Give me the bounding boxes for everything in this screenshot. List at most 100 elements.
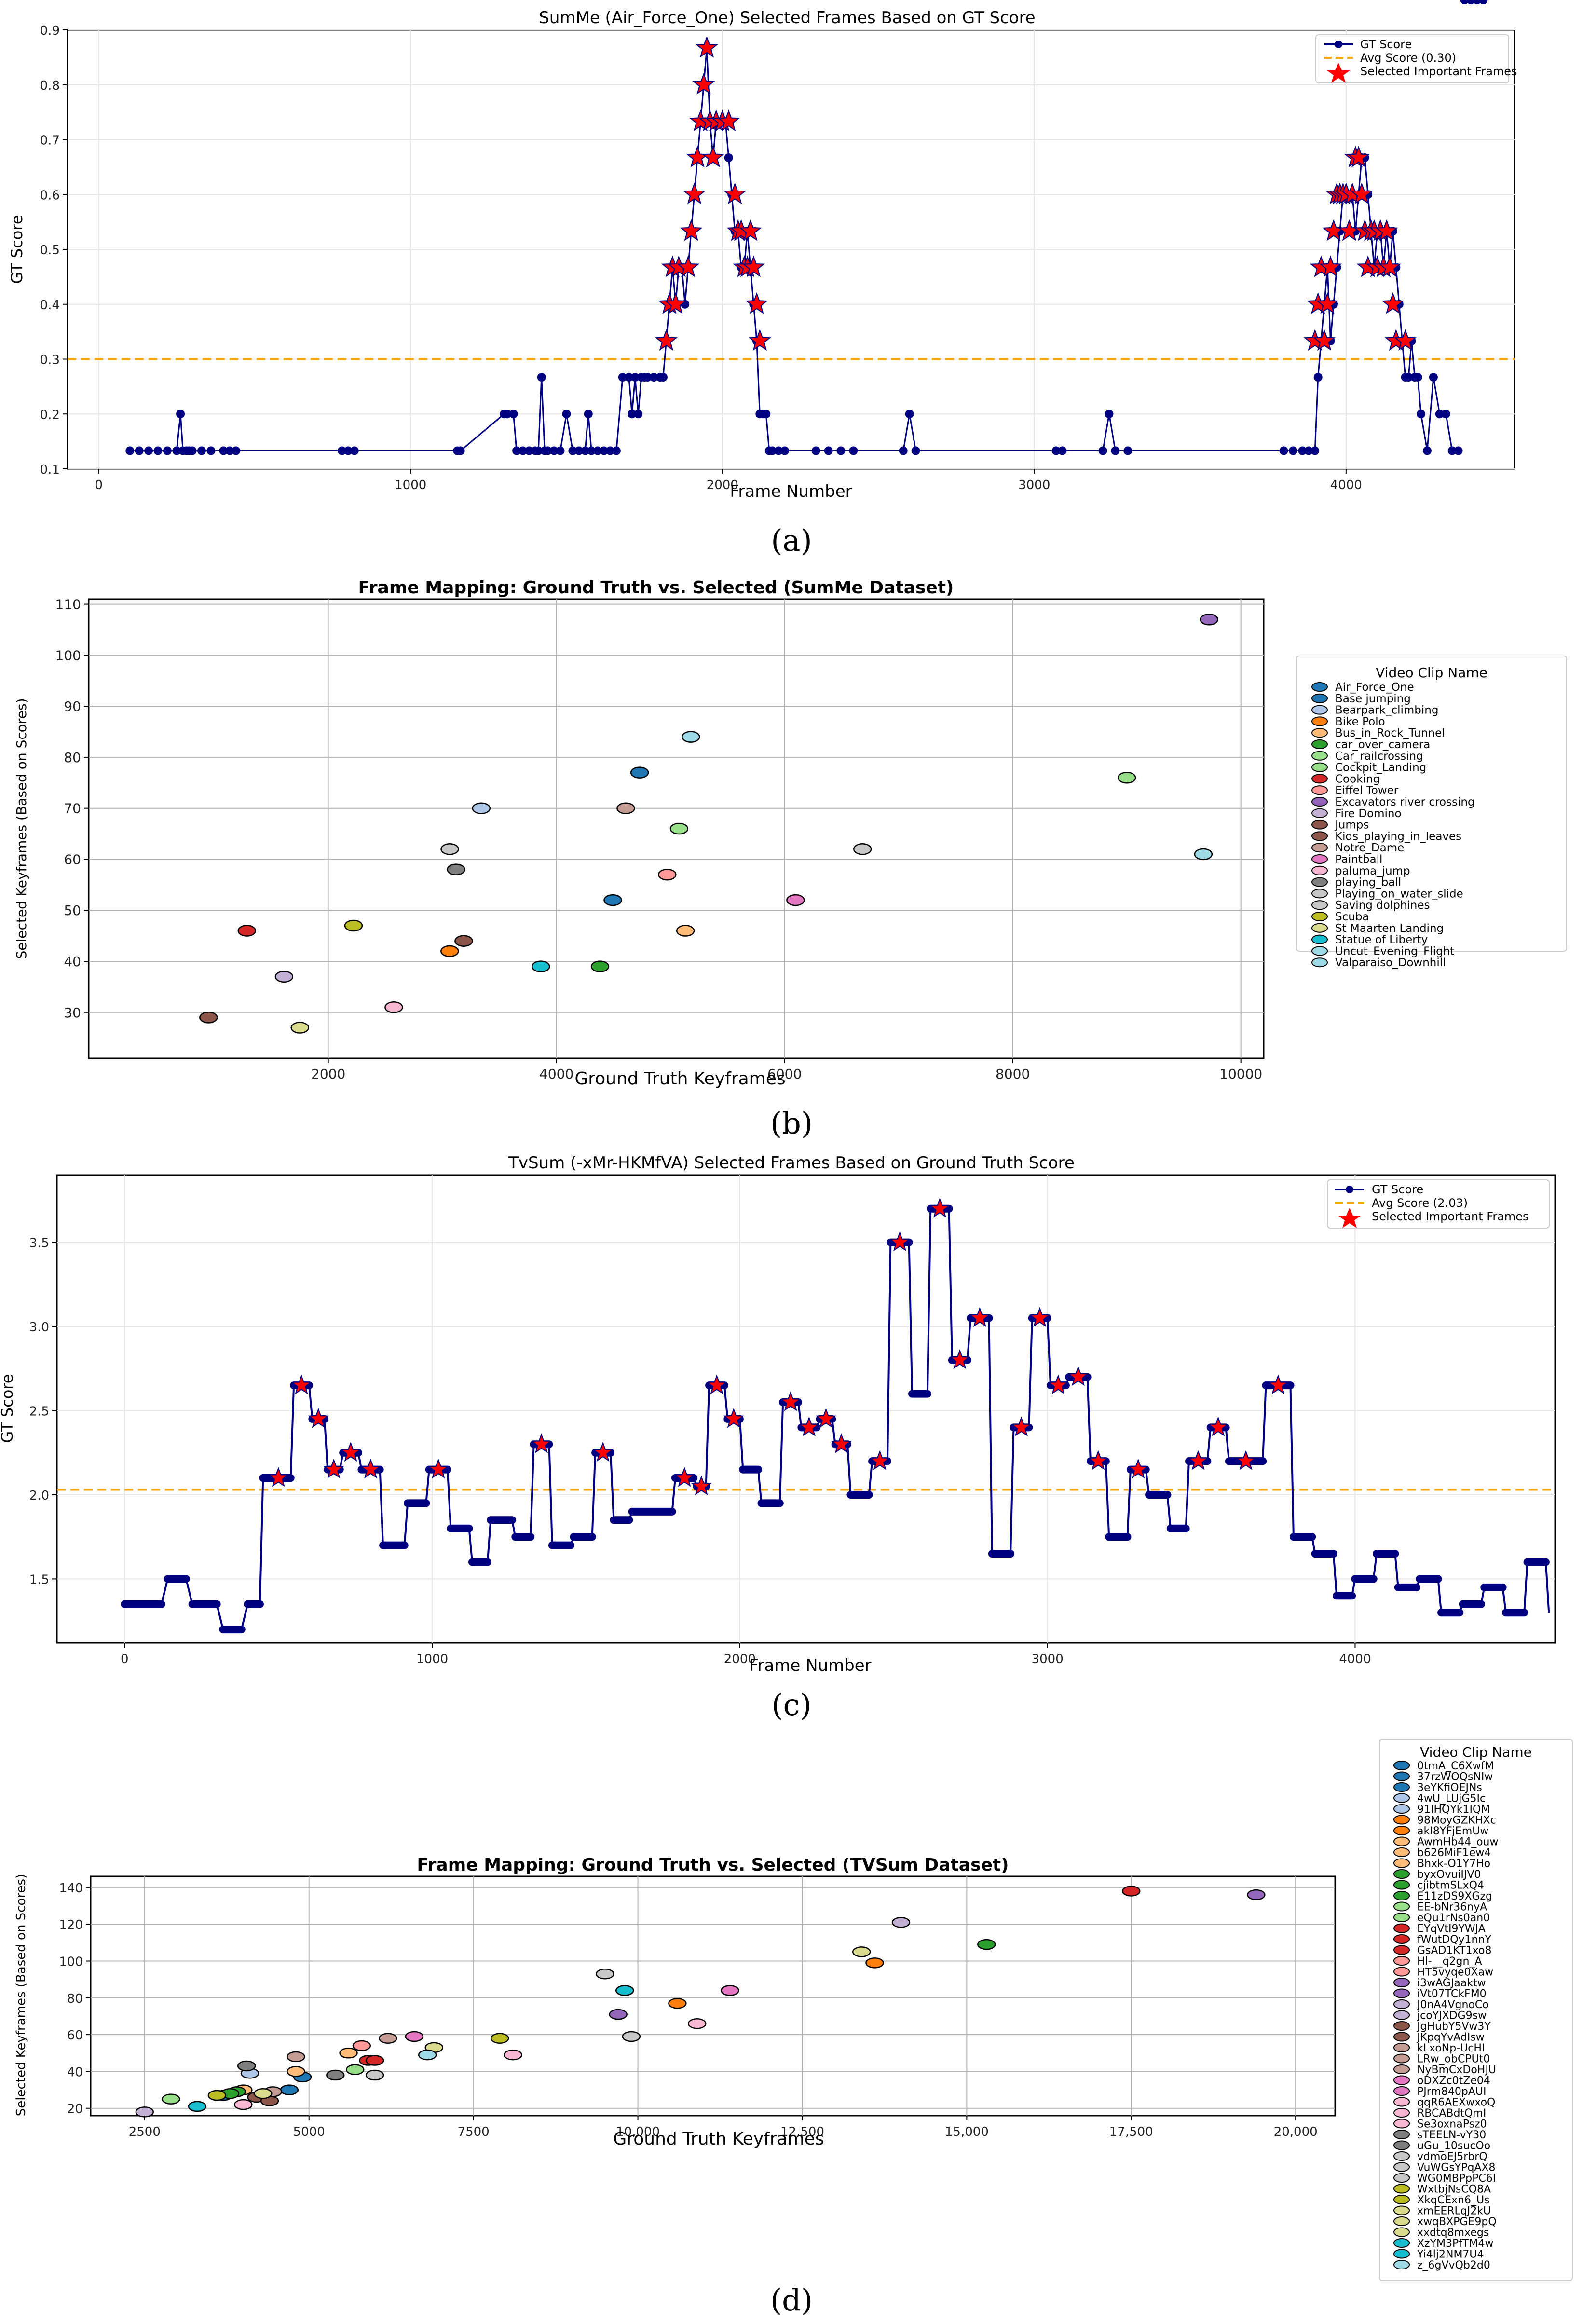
- a-gt-point: [836, 446, 846, 455]
- a-gt-point: [643, 373, 652, 382]
- d-xtick-label: 10,000: [616, 2125, 660, 2139]
- a-gt-point: [225, 446, 234, 455]
- a-gt-point: [503, 410, 512, 419]
- d-legend-swatch: [1393, 2227, 1410, 2237]
- b-legend-swatch: [1311, 865, 1328, 875]
- a-gt-point: [543, 446, 552, 455]
- a-selected-star: [739, 219, 762, 241]
- d-legend-label: 3eYKfiOEJNs: [1417, 1782, 1482, 1794]
- b-legend-swatch: [1311, 728, 1328, 738]
- d-legend-label: iVt07TCkFM0: [1417, 1988, 1487, 2000]
- panel-b: Frame Mapping: Ground Truth vs. Selected…: [14, 578, 1567, 1141]
- a-gt-point: [768, 446, 777, 455]
- a-gt-point: [1417, 410, 1426, 419]
- panel-a-stars: [655, 36, 1417, 351]
- a-selected-star: [717, 109, 740, 132]
- a-gt-point: [1454, 446, 1463, 455]
- a-gt-point: [562, 410, 571, 419]
- d-legend-label: J0nA4VgnoCo: [1416, 1999, 1489, 2011]
- b-point: [590, 960, 610, 972]
- a-xtick-label: 1000: [395, 478, 426, 492]
- a-gt-point: [1279, 446, 1288, 455]
- b-legend-swatch: [1311, 946, 1328, 956]
- d-legend-swatch: [1393, 1988, 1410, 1998]
- d-legend-swatch: [1393, 2249, 1410, 2259]
- d-legend-label: HT5vyqe0Xaw: [1417, 1967, 1493, 1979]
- a-selected-star: [692, 72, 715, 95]
- b-legend-label: Uncut_Evening_Flight: [1335, 945, 1454, 957]
- d-xtick-label: 2500: [129, 2125, 161, 2139]
- b-point: [384, 1001, 403, 1013]
- a-gt-point: [188, 446, 197, 455]
- a-gt-point: [762, 410, 771, 419]
- b-legend-swatch: [1311, 716, 1328, 726]
- d-legend-label: WG0MBPpPC6I: [1417, 2173, 1496, 2185]
- panel-a-x-ticks: 0 1000 2000 3000 4000: [95, 469, 1362, 492]
- a-gt-point: [824, 446, 833, 455]
- panel-b-caption: (b): [770, 1106, 813, 1141]
- b-legend-swatch: [1311, 900, 1328, 910]
- d-legend-label: JKpqYvAdIsw: [1416, 2032, 1485, 2044]
- c-selected-star: [949, 1349, 970, 1369]
- a-xtick-label: 0: [95, 478, 103, 492]
- c-selected-star: [1268, 1374, 1289, 1394]
- d-legend-label: uGu_10sucOo: [1417, 2140, 1490, 2152]
- d-legend-label: sTEELN-vY30: [1417, 2129, 1486, 2141]
- d-point: [721, 1985, 739, 1996]
- b-legend-label: Bus_in_Rock_Tunnel: [1335, 727, 1445, 739]
- a-gt-point: [574, 446, 584, 455]
- b-point: [447, 863, 465, 875]
- a-gt-point: [163, 446, 172, 455]
- d-point: [254, 2088, 273, 2099]
- d-legend-label: E11zDS9XGzg: [1417, 1890, 1492, 1902]
- c-selected-star: [1048, 1374, 1069, 1394]
- d-legend-swatch: [1393, 2064, 1410, 2074]
- a-gt-point: [125, 446, 135, 455]
- d-point: [1122, 1886, 1141, 1897]
- a-gt-point: [219, 446, 228, 455]
- d-legend-swatch: [1393, 2053, 1410, 2064]
- a-gt-point: [1313, 373, 1323, 382]
- b-ytick-label: 30: [64, 1005, 81, 1021]
- b-legend-swatch: [1311, 934, 1328, 944]
- d-legend-label: z_6gVvQb2d0: [1417, 2259, 1490, 2271]
- panel-d-grid: [91, 1876, 1335, 2116]
- a-gt-point: [232, 446, 241, 455]
- b-legend-swatch: [1311, 774, 1328, 784]
- b-legend-label: Bike Polo: [1335, 715, 1385, 728]
- a-selected-star: [1312, 329, 1336, 351]
- panel-b-points: [199, 614, 1218, 1034]
- panel-a-y-ticks: 0.1 0.2 0.3 0.4 0.5 0.6 0.7 0.8 0.9: [40, 24, 68, 477]
- b-point: [676, 925, 695, 937]
- b-legend-label: Bearpark_climbing: [1335, 704, 1438, 717]
- d-legend-label: kLxoNp-UcHI: [1417, 2042, 1485, 2054]
- b-point: [440, 945, 459, 957]
- a-ytick-label: 0.2: [40, 408, 60, 422]
- c-selected-star: [531, 1433, 552, 1453]
- b-ytick-label: 60: [64, 851, 81, 867]
- d-legend-swatch: [1393, 2173, 1410, 2183]
- b-legend-swatch: [1311, 843, 1328, 853]
- panel-d-y-ticks: 20 40 60 80 100 120 140: [59, 1881, 91, 2117]
- d-legend-label: akI8YFjEmUw: [1417, 1825, 1488, 1837]
- d-legend-swatch: [1393, 2097, 1410, 2107]
- a-gt-point: [658, 373, 668, 382]
- b-xtick-label: 6000: [767, 1066, 802, 1082]
- panel-b-xlabel: Ground Truth Keyframes: [574, 1069, 785, 1089]
- d-point: [365, 2055, 384, 2066]
- panel-c-legend-box: [1327, 1179, 1550, 1229]
- d-legend-label: xxdtq8mxegs: [1417, 2227, 1489, 2239]
- panel-c: TvSum (-xMr-HKMfVA) Selected Frames Base…: [0, 1153, 1556, 1722]
- a-gt-point: [624, 373, 633, 382]
- d-ytick-label: 100: [59, 1955, 83, 1969]
- b-legend-label: playing_ball: [1335, 876, 1401, 889]
- a-gt-point: [606, 446, 614, 455]
- c-selected-star: [291, 1374, 312, 1394]
- a-selected-star: [1378, 255, 1402, 277]
- a-gt-point: [1288, 446, 1297, 455]
- d-legend-swatch: [1393, 2260, 1410, 2269]
- d-legend-swatch: [1393, 2043, 1410, 2052]
- d-legend-label: fWutDQy1nnY: [1417, 1934, 1491, 1946]
